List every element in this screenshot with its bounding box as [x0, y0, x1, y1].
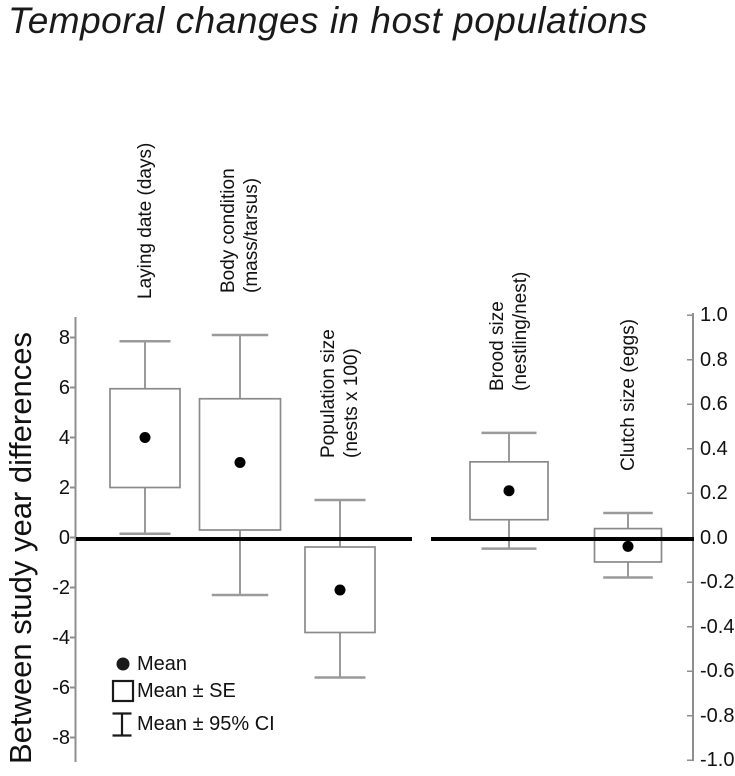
y-axis-left-tick-label: 8 [58, 326, 70, 349]
y-axis-right-tick-label: 0.4 [700, 437, 728, 460]
legend-mean-dot-icon [116, 657, 130, 671]
y-axis-right-tick-label: -0.6 [700, 660, 735, 682]
mean-dot [139, 432, 151, 443]
y-axis-left-tick-label: 4 [58, 426, 70, 449]
y-axis-right-tick-label: 0.6 [700, 393, 728, 415]
chart-title: Temporal changes in host populations [8, 0, 648, 41]
y-axis-right-tick-label: -0.2 [700, 571, 735, 593]
y-axis-right-tick-label: -1.0 [700, 749, 735, 771]
category-label: Laying date (days) [134, 142, 156, 300]
y-axis-left-tick-label: -6 [52, 676, 70, 699]
y-axis-left-tick-label: 0 [58, 526, 70, 549]
category-label: Brood size (nestling/nest) [487, 271, 531, 391]
legend-se-box-icon [111, 679, 135, 703]
y-axis-right-tick-label: 0.8 [700, 348, 728, 371]
mean-dot [234, 457, 246, 468]
y-axis-right-tick-label: 0.0 [700, 526, 728, 549]
y-axis-left-tick-label: 6 [58, 376, 70, 399]
y-axis-right-tick-label: 1.0 [700, 304, 728, 326]
legend-symbols [111, 657, 135, 737]
y-axis-right-tick-label: 0.2 [700, 482, 728, 504]
legend-label-mean: Mean [137, 653, 188, 675]
mean-dot [503, 485, 515, 497]
category-label: Population size (nests x 100) [318, 329, 362, 458]
y-axis-right-tick-label: -0.8 [700, 704, 735, 727]
category-label: Clutch size (eggs) [617, 318, 639, 472]
category-label: Body condition (mass/tarsus) [218, 168, 262, 293]
mean-dot [334, 584, 346, 596]
legend-label-mean-ci: Mean ± 95% CI [137, 713, 275, 735]
y-axis-left-tick-label: 2 [58, 476, 70, 499]
y-axis-left-tick-label: -2 [52, 576, 70, 599]
mean-dot [622, 540, 634, 552]
y-axis-left-tick-label: -8 [52, 726, 70, 749]
y-axis-left-tick-label: -4 [52, 626, 70, 649]
y-axis-right-tick-label: -0.4 [700, 615, 735, 638]
legend-ci-bar-icon [112, 712, 132, 737]
legend-label-mean-se: Mean ± SE [137, 680, 236, 702]
